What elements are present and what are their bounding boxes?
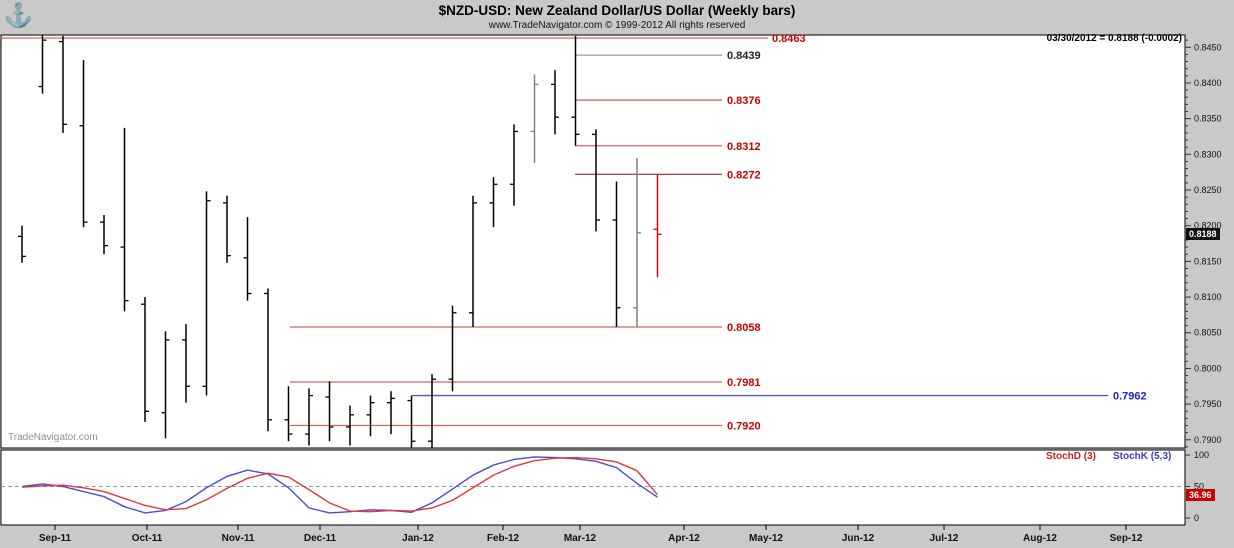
- copyright-line: www.TradeNavigator.com © 1999-2012 All r…: [488, 20, 746, 31]
- price-scale-label: 0.8300: [1194, 149, 1222, 159]
- price-scale-label: 0.8150: [1194, 256, 1222, 266]
- tradenavigator-logo: ⚓: [4, 2, 33, 28]
- x-axis-label: May-12: [749, 533, 783, 544]
- price-scale-label: 0.8200: [1194, 221, 1222, 231]
- level-label: 0.8312: [727, 141, 761, 153]
- level-label: 0.8058: [727, 322, 761, 334]
- stoch-scale-label: 100: [1194, 450, 1209, 460]
- x-axis-label: Mar-12: [564, 533, 597, 544]
- legend-stochd: StochD (3): [1046, 451, 1096, 462]
- x-axis-label: Feb-12: [487, 533, 520, 544]
- last-price-axis-marker: 0.8188: [1186, 228, 1220, 241]
- x-axis-label: Sep-11: [39, 533, 72, 544]
- price-scale-label: 0.7900: [1194, 435, 1222, 445]
- price-scale-label: 0.8100: [1194, 292, 1222, 302]
- level-label: 0.8463: [772, 33, 806, 45]
- stoch-panel[interactable]: [0, 449, 1186, 526]
- price-scale-label: 0.8050: [1194, 328, 1222, 338]
- level-label: 0.8376: [727, 95, 761, 107]
- x-axis-label: Aug-12: [1023, 533, 1057, 544]
- level-label: 0.7981: [727, 377, 761, 389]
- stoch-value-axis-marker: 36.96: [1186, 488, 1215, 501]
- price-scale-label: 0.8350: [1194, 114, 1222, 124]
- watermark: TradeNavigator.com: [8, 432, 98, 443]
- x-axis-label: Jul-12: [930, 533, 959, 544]
- price-scale-label: 0.8400: [1194, 78, 1222, 88]
- x-axis-label: Apr-12: [668, 533, 700, 544]
- price-scale-label: 0.8000: [1194, 363, 1222, 373]
- x-axis-label: Nov-11: [222, 533, 255, 544]
- x-axis-label: Dec-11: [304, 533, 337, 544]
- stoch-scale-label: 0: [1194, 513, 1199, 523]
- x-axis-label: Sep-12: [1110, 533, 1143, 544]
- chart-title: $NZD-USD: New Zealand Dollar/US Dollar (…: [438, 3, 796, 18]
- price-scale-label: 0.8250: [1194, 185, 1222, 195]
- level-label: 0.8272: [727, 169, 761, 181]
- last-quote-readout: 03/30/2012 = 0.8188 (-0.0002): [1046, 33, 1182, 44]
- price-scale-label: 0.8450: [1194, 42, 1222, 52]
- level-label: 0.7962: [1113, 391, 1147, 403]
- stoch-scale-label: 50: [1194, 482, 1204, 492]
- level-label: 0.8439: [727, 50, 761, 62]
- stoch-curve-stochk: [21, 456, 658, 514]
- x-axis-label: Oct-11: [132, 533, 163, 544]
- x-axis-label: Jan-12: [402, 533, 434, 544]
- price-panel[interactable]: [0, 34, 1186, 449]
- x-axis-label: Jun-12: [842, 533, 875, 544]
- legend-stochk: StochK (5,3): [1113, 451, 1172, 462]
- price-scale-label: 0.7950: [1194, 399, 1222, 409]
- level-label: 0.7920: [727, 421, 761, 433]
- stoch-curve-stochd: [21, 456, 659, 513]
